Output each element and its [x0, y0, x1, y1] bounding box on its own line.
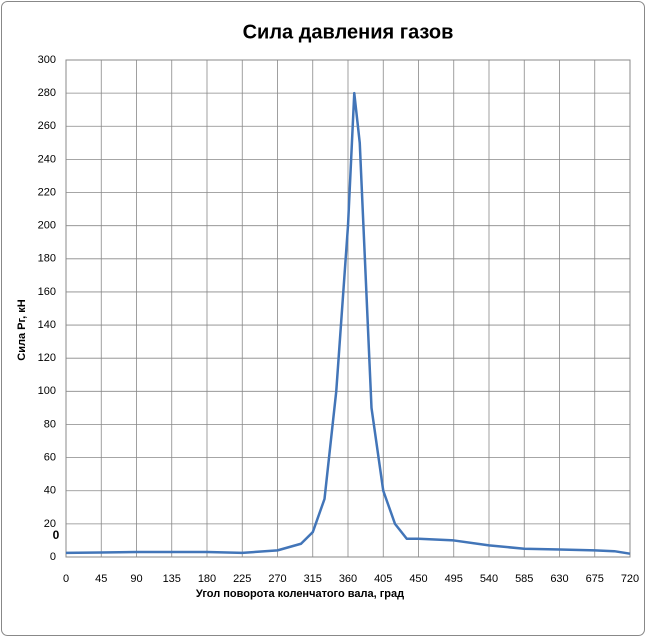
x-tick-label: 585: [515, 573, 533, 585]
plot-area: [65, 59, 631, 558]
x-tick-label: 720: [621, 573, 639, 585]
x-tick-label: 450: [409, 573, 427, 585]
y-tick-label: 100: [38, 385, 56, 397]
y-tick-label: 280: [38, 87, 56, 99]
x-tick-label: 360: [339, 573, 357, 585]
x-tick-label: 45: [95, 573, 107, 585]
y-tick-label: 80: [44, 418, 56, 430]
y-tick-label: 160: [38, 286, 56, 298]
x-tick-label: 135: [163, 573, 181, 585]
annotation: 0: [53, 528, 60, 542]
x-tick-label: 270: [268, 573, 286, 585]
x-tick-label: 405: [374, 573, 392, 585]
y-axis-label: Сила Pг, кН: [16, 299, 28, 360]
y-tick-label: 140: [38, 319, 56, 331]
y-tick-label: 40: [44, 485, 56, 497]
x-axis-label: Угол поворота коленчатого вала, град: [196, 588, 404, 600]
x-tick-label: 675: [586, 573, 604, 585]
x-tick-label: 90: [130, 573, 142, 585]
x-tick-label: 495: [445, 573, 463, 585]
y-tick-label: 300: [38, 54, 56, 66]
y-tick-label: 180: [38, 253, 56, 265]
x-tick-label: 180: [198, 573, 216, 585]
y-tick-label: 120: [38, 352, 56, 364]
y-tick-label: 200: [38, 220, 56, 232]
y-tick-label: 60: [44, 452, 56, 464]
y-tick-label: 260: [38, 120, 56, 132]
x-tick-label: 630: [550, 573, 568, 585]
y-tick-label: 240: [38, 153, 56, 165]
y-tick-label: 220: [38, 186, 56, 198]
x-tick-label: 315: [304, 573, 322, 585]
data-line: [65, 91, 631, 555]
y-tick-label: 20: [44, 518, 56, 530]
x-tick-label: 0: [63, 573, 69, 585]
x-tick-label: 540: [480, 573, 498, 585]
chart-title: Сила давления газов: [243, 21, 454, 43]
y-tick-label: 0: [50, 551, 56, 563]
x-tick-label: 225: [233, 573, 251, 585]
